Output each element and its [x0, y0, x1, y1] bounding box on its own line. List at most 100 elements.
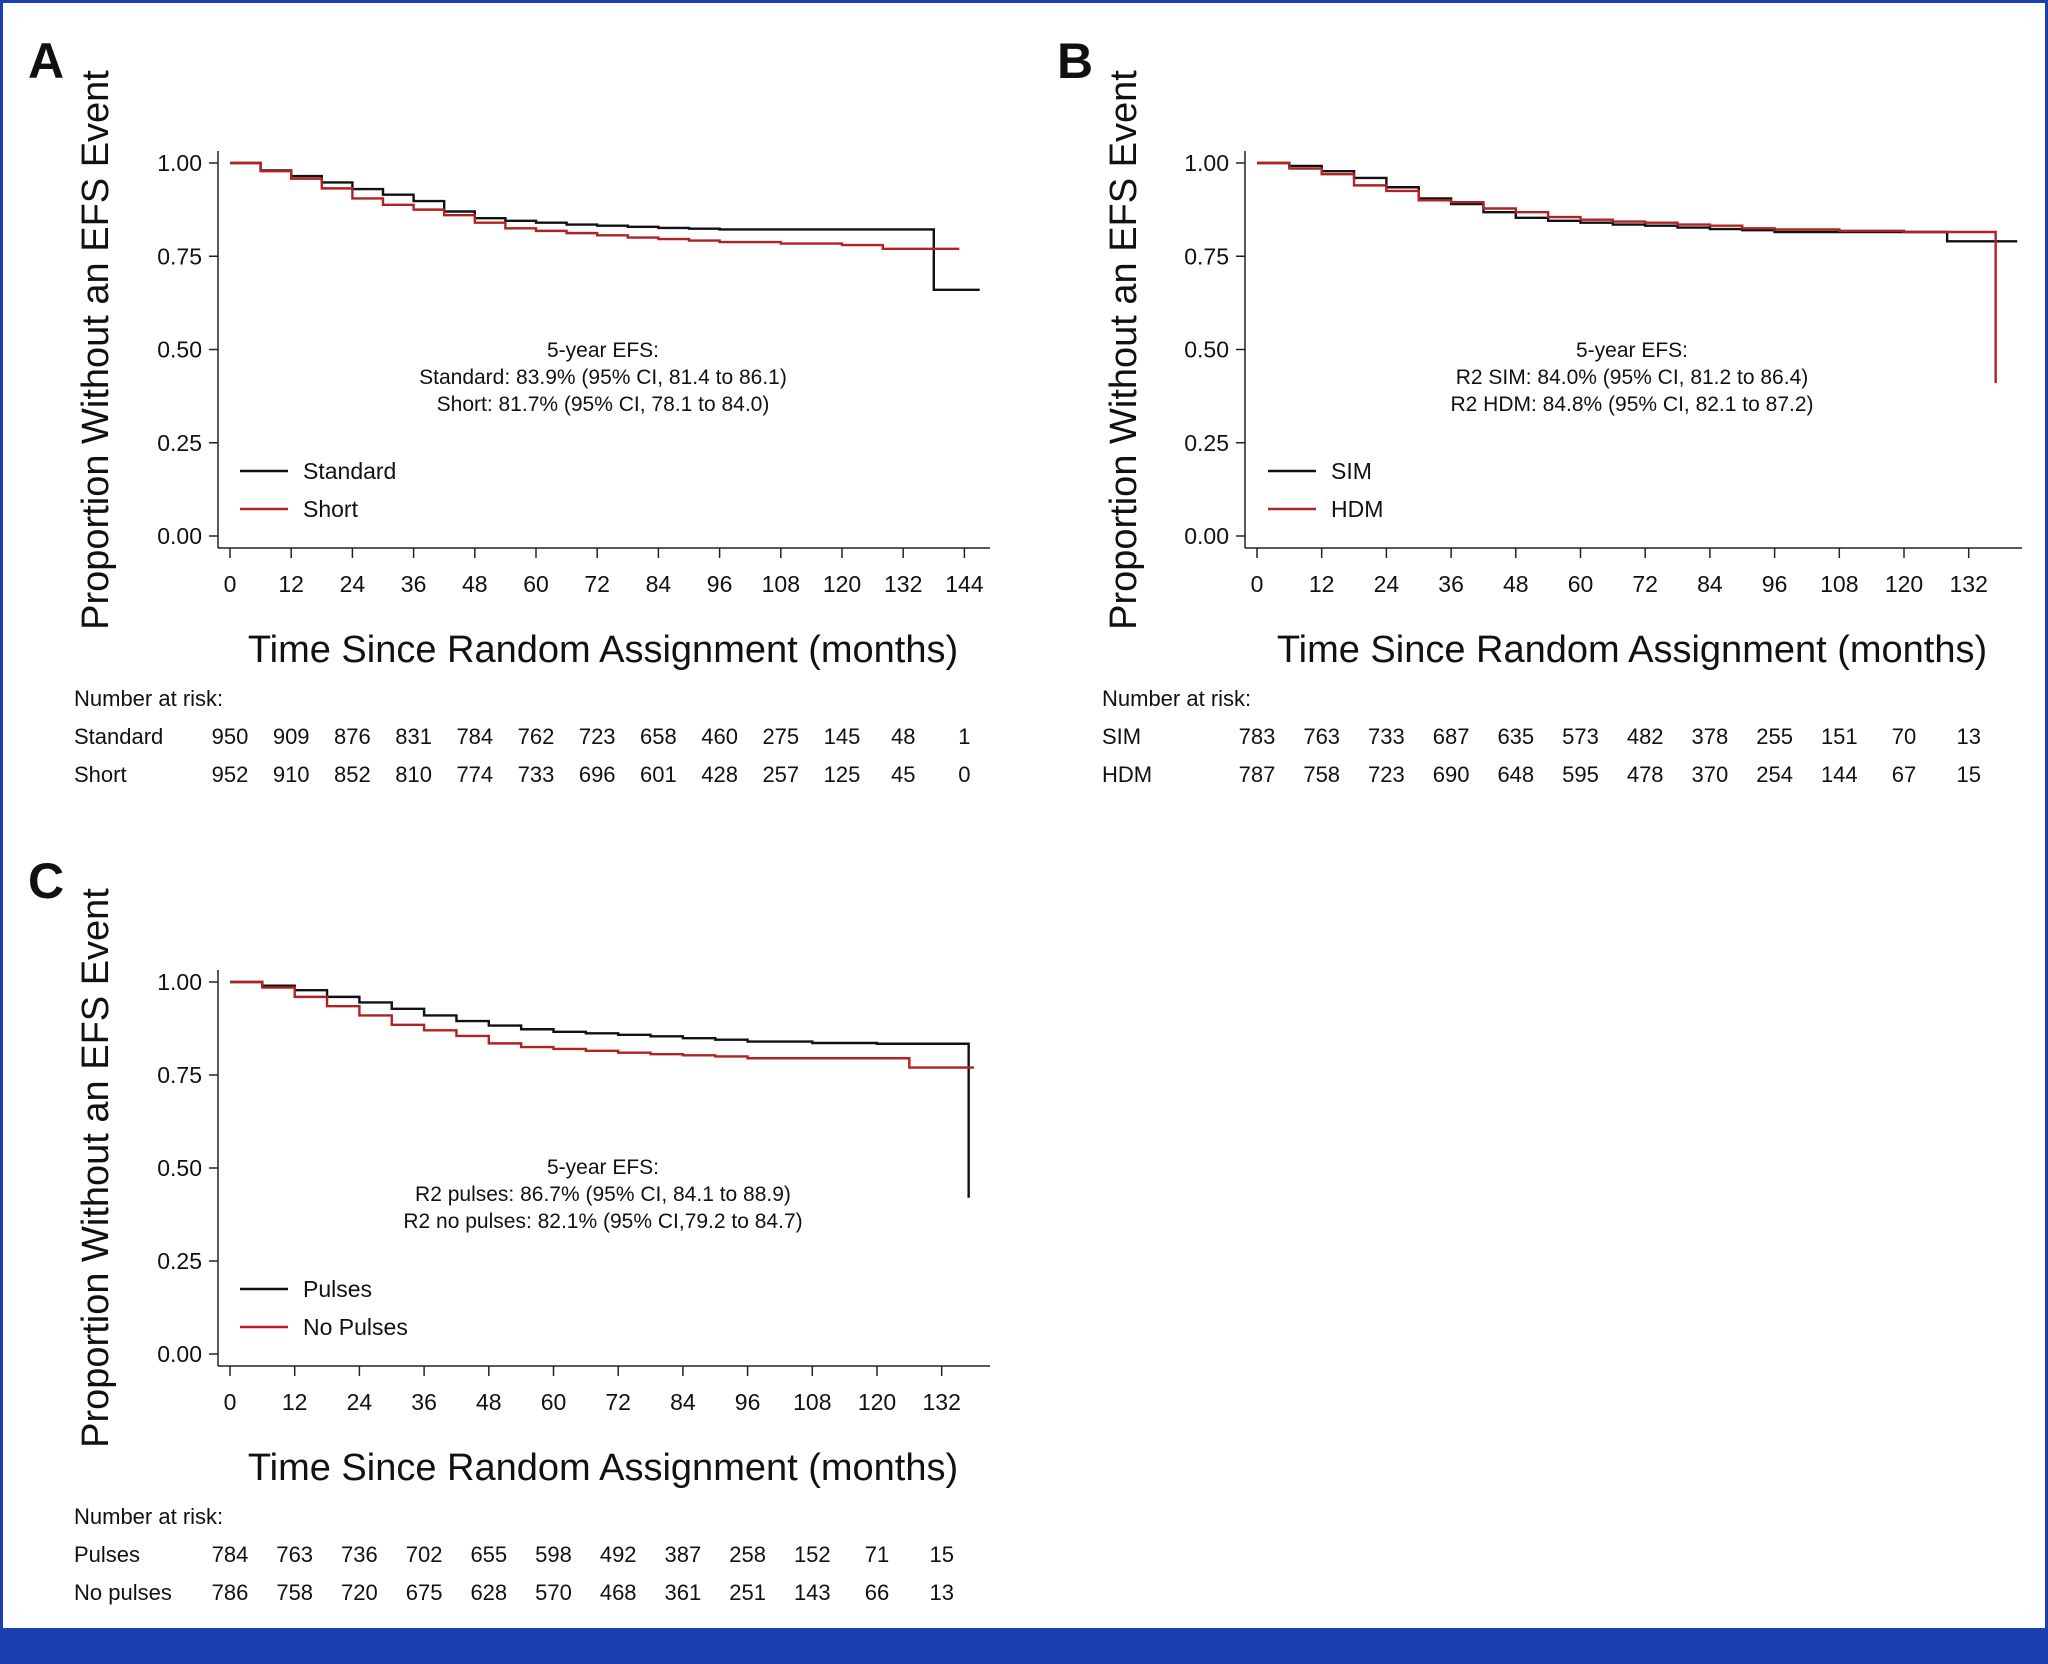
risk-value: 784 — [212, 1542, 249, 1567]
risk-value: 774 — [456, 762, 493, 787]
risk-value: 658 — [640, 724, 677, 749]
panel-c: C Proportion Without an EFS Event 0.00 0.25… — [28, 853, 990, 1605]
km-curve-short — [230, 161, 960, 250]
risk-value: 595 — [1562, 762, 1599, 787]
y-axis-title: Proportion Without an EFS Event — [1103, 70, 1145, 630]
risk-value: 258 — [729, 1542, 766, 1567]
risk-value: 736 — [341, 1542, 378, 1567]
risk-value: 255 — [1756, 724, 1793, 749]
risk-row-label: No pulses — [74, 1580, 172, 1605]
x-tick-label: 12 — [1309, 571, 1335, 597]
x-tick-label: 72 — [1632, 571, 1658, 597]
x-tick-label: 84 — [646, 571, 672, 597]
efs-annotation-line: 5-year EFS: — [1576, 339, 1688, 362]
efs-annotation-line: R2 pulses: 86.7% (95% CI, 84.1 to 88.9) — [415, 1183, 791, 1206]
risk-value: 361 — [665, 1580, 702, 1605]
x-tick-label: 48 — [462, 571, 488, 597]
risk-value: 460 — [701, 724, 738, 749]
x-tick-label: 72 — [584, 571, 610, 597]
x-tick-label: 96 — [1762, 571, 1788, 597]
risk-value: 478 — [1627, 762, 1664, 787]
x-tick-label: 12 — [282, 1389, 308, 1415]
x-tick-label: 84 — [670, 1389, 696, 1415]
y-axis-title: Proportion Without an EFS Event — [75, 888, 117, 1448]
risk-value: 655 — [470, 1542, 507, 1567]
risk-value: 13 — [929, 1580, 953, 1605]
y-tick-label: 0.75 — [1184, 243, 1229, 269]
risk-value: 598 — [535, 1542, 572, 1567]
risk-value: 831 — [395, 724, 432, 749]
x-tick-label: 108 — [762, 571, 800, 597]
risk-value: 45 — [891, 762, 915, 787]
efs-annotation-line: R2 SIM: 84.0% (95% CI, 81.2 to 86.4) — [1456, 366, 1809, 389]
legend-label: Standard — [303, 458, 396, 484]
x-tick-label: 0 — [224, 571, 237, 597]
risk-value: 387 — [665, 1542, 702, 1567]
x-tick-label: 36 — [401, 571, 427, 597]
risk-value: 852 — [334, 762, 371, 787]
legend-label: No Pulses — [303, 1314, 408, 1340]
y-tick-label: 0.00 — [157, 1341, 202, 1367]
risk-value: 468 — [600, 1580, 637, 1605]
risk-value: 13 — [1956, 724, 1980, 749]
legend-label: SIM — [1331, 458, 1372, 484]
risk-value: 810 — [395, 762, 432, 787]
y-tick-label: 1.00 — [1184, 150, 1229, 176]
risk-value: 144 — [1821, 762, 1858, 787]
y-tick-label: 0.00 — [1184, 523, 1229, 549]
y-tick-label: 0.25 — [157, 1248, 202, 1274]
risk-table-title: Number at risk: — [1102, 686, 1251, 711]
y-tick-label: 0.75 — [157, 1062, 202, 1088]
x-tick-label: 72 — [605, 1389, 631, 1415]
x-tick-label: 144 — [945, 571, 984, 597]
efs-annotation-line: Standard: 83.9% (95% CI, 81.4 to 86.1) — [419, 366, 787, 389]
risk-value: 15 — [1956, 762, 1980, 787]
risk-value: 733 — [518, 762, 555, 787]
x-tick-label: 120 — [823, 571, 861, 597]
risk-value: 758 — [1303, 762, 1340, 787]
risk-value: 675 — [406, 1580, 443, 1605]
km-curve-pulses — [230, 980, 970, 1198]
x-tick-label: 108 — [793, 1389, 831, 1415]
risk-row-label: HDM — [1102, 762, 1152, 787]
risk-value: 370 — [1692, 762, 1729, 787]
y-axis-title: Proportion Without an EFS Event — [75, 70, 117, 630]
panel-letter: A — [28, 33, 64, 89]
risk-value: 70 — [1892, 724, 1916, 749]
efs-annotation-line: 5-year EFS: — [547, 1156, 659, 1179]
panel-letter: C — [28, 853, 64, 909]
risk-value: 628 — [470, 1580, 507, 1605]
risk-value: 696 — [579, 762, 616, 787]
risk-value: 143 — [794, 1580, 831, 1605]
legend-label: HDM — [1331, 496, 1383, 522]
km-curve-no-pulses — [230, 980, 975, 1069]
x-tick-label: 48 — [476, 1389, 502, 1415]
y-tick-label: 1.00 — [157, 969, 202, 995]
x-axis-title: Time Since Random Assignment (months) — [1277, 629, 1987, 671]
risk-value: 786 — [212, 1580, 249, 1605]
km-curve-standard — [230, 161, 980, 292]
risk-value: 720 — [341, 1580, 378, 1605]
risk-value: 723 — [579, 724, 616, 749]
risk-value: 784 — [456, 724, 493, 749]
risk-value: 0 — [958, 762, 970, 787]
km-curve-hdm — [1257, 161, 1997, 384]
risk-value: 254 — [1756, 762, 1793, 787]
y-tick-label: 0.75 — [157, 243, 202, 269]
x-tick-label: 24 — [340, 571, 366, 597]
x-axis-title: Time Since Random Assignment (months) — [248, 1447, 958, 1489]
risk-row-label: Pulses — [74, 1542, 140, 1567]
risk-value: 758 — [276, 1580, 313, 1605]
risk-value: 723 — [1368, 762, 1405, 787]
x-tick-label: 96 — [707, 571, 733, 597]
x-tick-label: 60 — [523, 571, 549, 597]
x-tick-label: 132 — [923, 1389, 961, 1415]
x-tick-label: 48 — [1503, 571, 1529, 597]
risk-value: 690 — [1433, 762, 1470, 787]
risk-value: 275 — [762, 724, 799, 749]
y-tick-label: 0.50 — [157, 1155, 202, 1181]
x-tick-label: 60 — [1568, 571, 1594, 597]
risk-value: 733 — [1368, 724, 1405, 749]
y-tick-label: 0.25 — [157, 430, 202, 456]
risk-value: 1 — [958, 724, 970, 749]
